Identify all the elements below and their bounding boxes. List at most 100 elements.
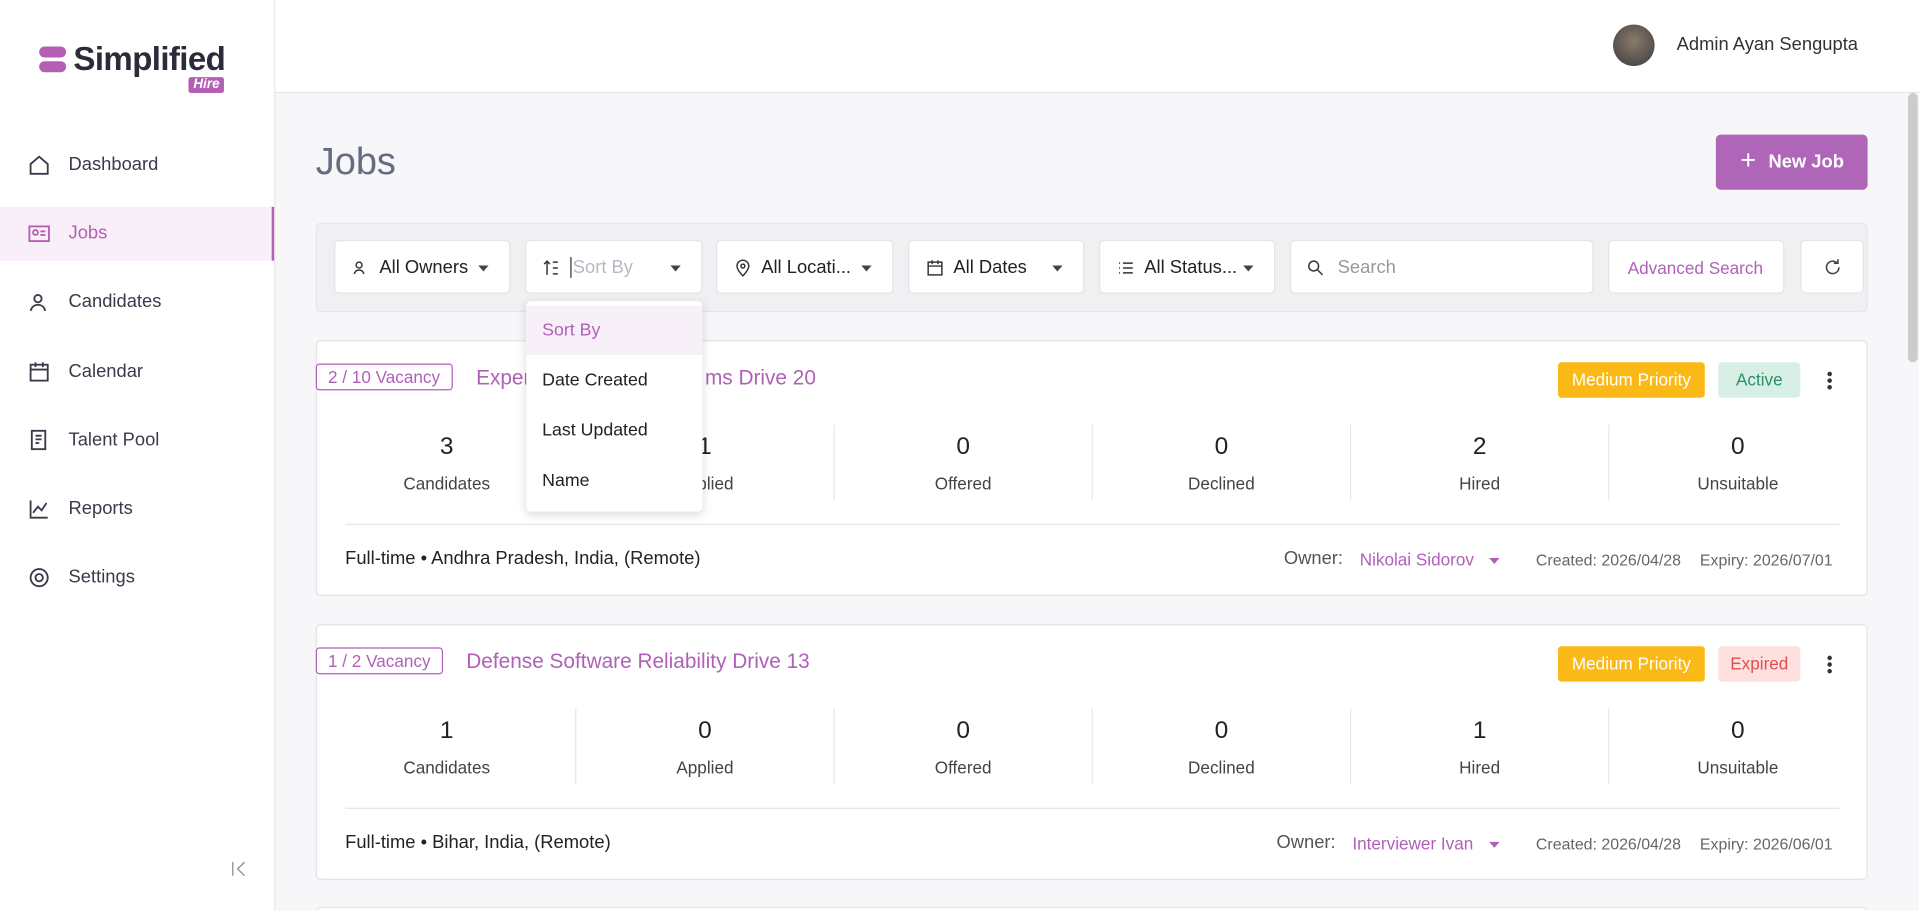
filter-owners[interactable]: All Owners xyxy=(334,239,511,294)
stat-divider xyxy=(1091,708,1093,785)
new-job-label: New Job xyxy=(1768,151,1844,173)
caret xyxy=(1486,552,1503,569)
icon-svg xyxy=(29,568,49,588)
owner-label: Owner: xyxy=(1283,548,1344,570)
owner-label: Owner: xyxy=(1276,832,1336,854)
plus: + xyxy=(1740,144,1757,176)
filter-locations[interactable]: All Locati... xyxy=(715,239,894,294)
brand-name: Simplified xyxy=(73,40,226,78)
nav-label: Jobs xyxy=(68,222,108,244)
nav-icon xyxy=(27,497,51,521)
nav-item[interactable]: Candidates xyxy=(0,276,274,330)
sort-option-label: Sort By xyxy=(542,320,601,341)
stat-value: 1 xyxy=(1472,717,1487,745)
filter-sort[interactable]: Sort By xyxy=(525,239,703,294)
stat-label: Declined xyxy=(1188,473,1255,494)
nav-item[interactable]: Talent Pool xyxy=(0,413,274,467)
card-divider xyxy=(345,807,1840,809)
icon-svg xyxy=(232,861,246,877)
icon-svg xyxy=(1827,371,1832,390)
filter-label: All Owners xyxy=(379,257,469,278)
user-name: Admin Ayan Sengupta xyxy=(1676,34,1859,56)
search-icon xyxy=(1306,258,1326,278)
created-date: Created: 2026/04/28 xyxy=(1535,550,1682,570)
header: Admin Ayan Sengupta xyxy=(275,0,1919,94)
nav-icon xyxy=(27,428,51,452)
advanced-search[interactable]: Advanced Search xyxy=(1608,239,1785,294)
stat-value: 0 xyxy=(956,717,970,745)
stat-label: Applied xyxy=(676,757,734,778)
sort-option[interactable]: Name xyxy=(526,456,702,505)
refresh-icon xyxy=(1822,257,1843,278)
icon-svg xyxy=(29,361,49,382)
stat-label: Hired xyxy=(1459,473,1501,494)
stat-label: Unsuitable xyxy=(1697,757,1779,778)
nav-item[interactable]: Reports xyxy=(0,482,274,536)
filter-label: All Status... xyxy=(1144,257,1238,278)
nav-icon xyxy=(27,222,51,246)
nav-label: Calendar xyxy=(68,360,144,382)
priority-badge: Medium Priority xyxy=(1557,362,1705,398)
stat-divider xyxy=(1608,708,1610,785)
stat-value: 0 xyxy=(1731,717,1745,745)
page-title: Jobs xyxy=(315,139,396,183)
sort-option[interactable]: Sort By xyxy=(526,305,703,355)
stat-value: 3 xyxy=(439,433,454,461)
nav-icon xyxy=(27,291,51,315)
stat-label: Candidates xyxy=(403,473,491,494)
sort-option[interactable]: Date Created xyxy=(526,356,702,405)
stat-divider xyxy=(833,708,835,785)
icon-svg xyxy=(353,261,365,275)
job-title-start[interactable]: Exper xyxy=(476,365,531,390)
icon-svg xyxy=(670,265,681,272)
sidebar: Simplified Hire Dashboard Jobs Candidates Cal… xyxy=(0,0,276,911)
sort-option[interactable]: Last Updated xyxy=(526,406,702,455)
icon-svg xyxy=(28,225,50,243)
stat-value: 0 xyxy=(1214,433,1229,461)
kebab-menu xyxy=(1819,652,1841,676)
icon-svg xyxy=(478,265,489,272)
filter-dates[interactable]: All Dates xyxy=(908,239,1085,294)
caret xyxy=(858,259,875,276)
logo-mark xyxy=(39,46,67,58)
caret xyxy=(475,259,492,276)
brand-tag: Hire xyxy=(188,77,225,94)
expiry-date: Expiry: 2026/06/01 xyxy=(1699,834,1833,854)
filter-status[interactable]: All Status... xyxy=(1099,239,1276,294)
nav-icon xyxy=(27,359,51,383)
nav-item[interactable]: Dashboard xyxy=(0,138,274,192)
icon-svg xyxy=(927,260,943,276)
stat-label: Offered xyxy=(934,757,992,778)
refresh-button[interactable] xyxy=(1800,239,1864,294)
job-title[interactable]: Defense Software Reliability Drive 13 xyxy=(466,649,810,674)
search-box[interactable]: Search xyxy=(1289,239,1594,294)
job-summary: Full-time • Bihar, India, (Remote) xyxy=(345,832,611,854)
nav-label: Talent Pool xyxy=(68,429,160,451)
filter-icon xyxy=(733,258,753,278)
nav-item[interactable]: Settings xyxy=(0,551,274,605)
stat-divider xyxy=(1349,424,1352,501)
kebab-menu xyxy=(1819,368,1841,392)
stat-value: 0 xyxy=(956,433,970,461)
filter-label: All Dates xyxy=(953,257,1027,278)
stat-label: Declined xyxy=(1188,757,1255,778)
collapse-button xyxy=(229,859,249,879)
nav-item[interactable]: Calendar xyxy=(0,345,274,399)
nav-item[interactable]: Jobs xyxy=(0,207,275,261)
icon-svg xyxy=(543,260,558,275)
nav-label: Candidates xyxy=(68,291,162,313)
filter-icon xyxy=(1116,258,1136,278)
job-title-end[interactable]: ms Drive 20 xyxy=(704,365,816,390)
new-job-button[interactable]: + New Job xyxy=(1715,134,1868,190)
owner-name[interactable]: Interviewer Ivan xyxy=(1352,833,1474,854)
nav-icon xyxy=(27,153,51,177)
nav-icon xyxy=(27,566,51,590)
scrollbar xyxy=(1907,93,1918,363)
owner-name[interactable]: Nikolai Sidorov xyxy=(1359,549,1474,570)
caret xyxy=(1240,259,1257,276)
icon-svg xyxy=(30,429,47,450)
stat-divider xyxy=(575,708,577,785)
icon-svg xyxy=(1827,655,1832,674)
nav-label: Dashboard xyxy=(68,154,159,176)
sort-option-label: Last Updated xyxy=(542,421,648,441)
